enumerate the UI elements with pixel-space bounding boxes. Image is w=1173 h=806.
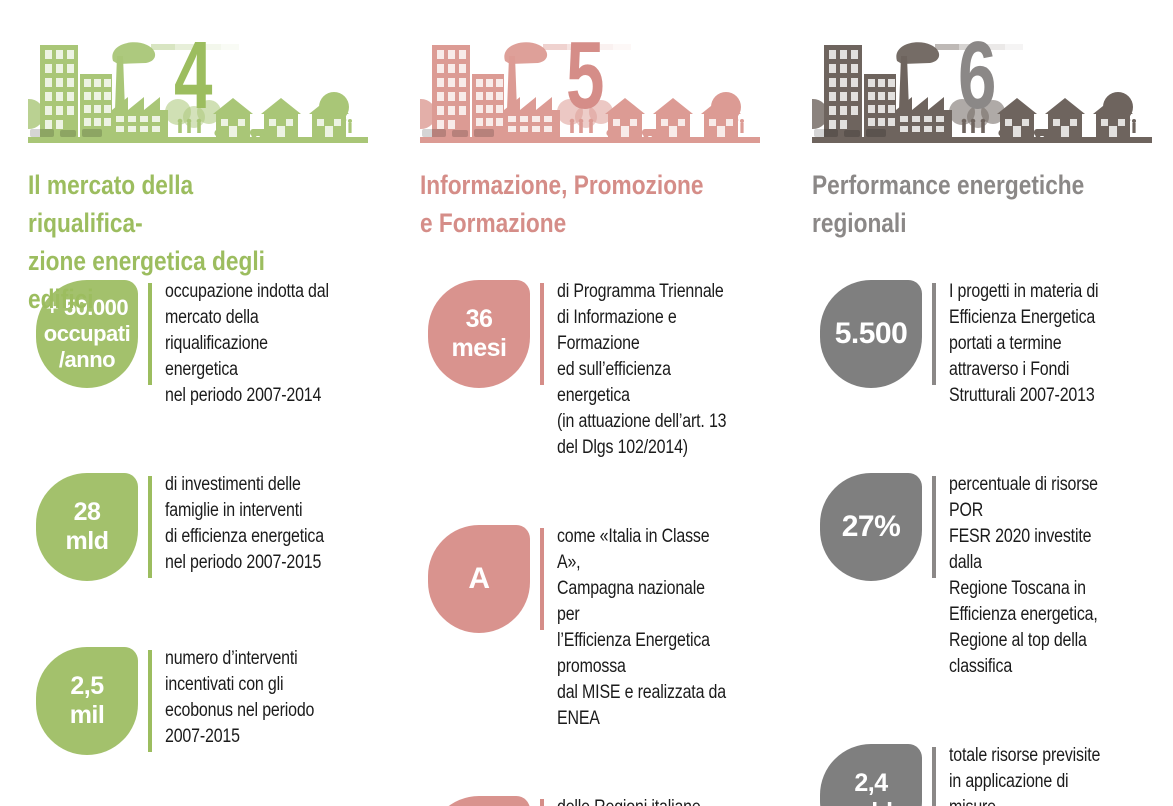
stat-badge: 2,4 mld	[820, 744, 922, 806]
column-header: 5	[420, 28, 760, 144]
section-number: 5	[566, 22, 605, 129]
column-riqualificazione: 4 Il mercato della riqualifica- zione en…	[28, 28, 368, 806]
stat-badge: 5.500	[820, 280, 922, 388]
stat-row: 2,4 mld totale risorse previsite in appl…	[812, 744, 1152, 806]
column-header: 4	[28, 28, 368, 144]
stat-badge: 27%	[820, 473, 922, 581]
stat-badge: A	[428, 525, 530, 633]
section-title: Informazione, Promozione e Formazione	[420, 170, 704, 238]
separator-line	[540, 799, 544, 806]
column-informazione: 5 Informazione, Promozione e Formazione …	[420, 28, 760, 806]
section-title: Performance energetiche regionali	[812, 170, 1085, 238]
stat-description: di Programma Triennale di Informazione e…	[557, 281, 727, 458]
stat-description: come «Italia in Classe A», Campagna nazi…	[557, 526, 726, 729]
stat-badge: 2/3	[428, 796, 530, 806]
separator-line	[148, 283, 152, 385]
stat-badge: 36 mesi	[428, 280, 530, 388]
stat-row: 27% percentuale di risorse POR FESR 2020…	[812, 473, 1152, 680]
separator-line	[540, 283, 544, 385]
stat-row: 36 mesi di Programma Triennale di Inform…	[420, 280, 760, 461]
stat-row: 5.500 I progetti in materia di Efficienz…	[812, 280, 1152, 409]
separator-line	[932, 476, 936, 578]
stat-description: totale risorse previsite in applicazione…	[949, 745, 1101, 806]
section-number: 4	[174, 22, 213, 129]
stat-row: 2,5 mil numero d’interventi incentivati …	[28, 647, 368, 757]
stat-row: 28 mld di investimenti delle famiglie in…	[28, 473, 368, 583]
stat-description: I progetti in materia di Efficienza Ener…	[949, 281, 1099, 406]
stat-description: delle Regioni italiane hanno dimostrato …	[557, 795, 728, 806]
section-number: 6	[958, 22, 997, 129]
stat-row: A come «Italia in Classe A», Campagna na…	[420, 525, 760, 732]
separator-line	[932, 747, 936, 806]
separator-line	[148, 650, 152, 752]
column-header: 6	[812, 28, 1152, 144]
stat-badge: 2,5 mil	[36, 647, 138, 755]
separator-line	[148, 476, 152, 578]
stat-description: percentuale di risorse POR FESR 2020 inv…	[949, 474, 1098, 677]
stat-badge: 28 mld	[36, 473, 138, 581]
stat-description: di investimenti delle famiglie in interv…	[165, 474, 324, 573]
separator-line	[540, 528, 544, 630]
stat-badge: + 50.000 occupati /anno	[36, 280, 138, 388]
stat-description: numero d’interventi incentivati con gli …	[165, 648, 315, 747]
stat-description: occupazione indotta dal mercato della ri…	[165, 281, 329, 406]
stat-row: 2/3 delle Regioni italiane hanno dimostr…	[420, 796, 760, 806]
section-title: Il mercato della riqualifica- zione ener…	[28, 170, 265, 314]
stat-row: + 50.000 occupati /anno occupazione indo…	[28, 280, 368, 409]
separator-line	[932, 283, 936, 385]
column-performance: 6 Performance energetiche regionali 5.50…	[812, 28, 1152, 806]
